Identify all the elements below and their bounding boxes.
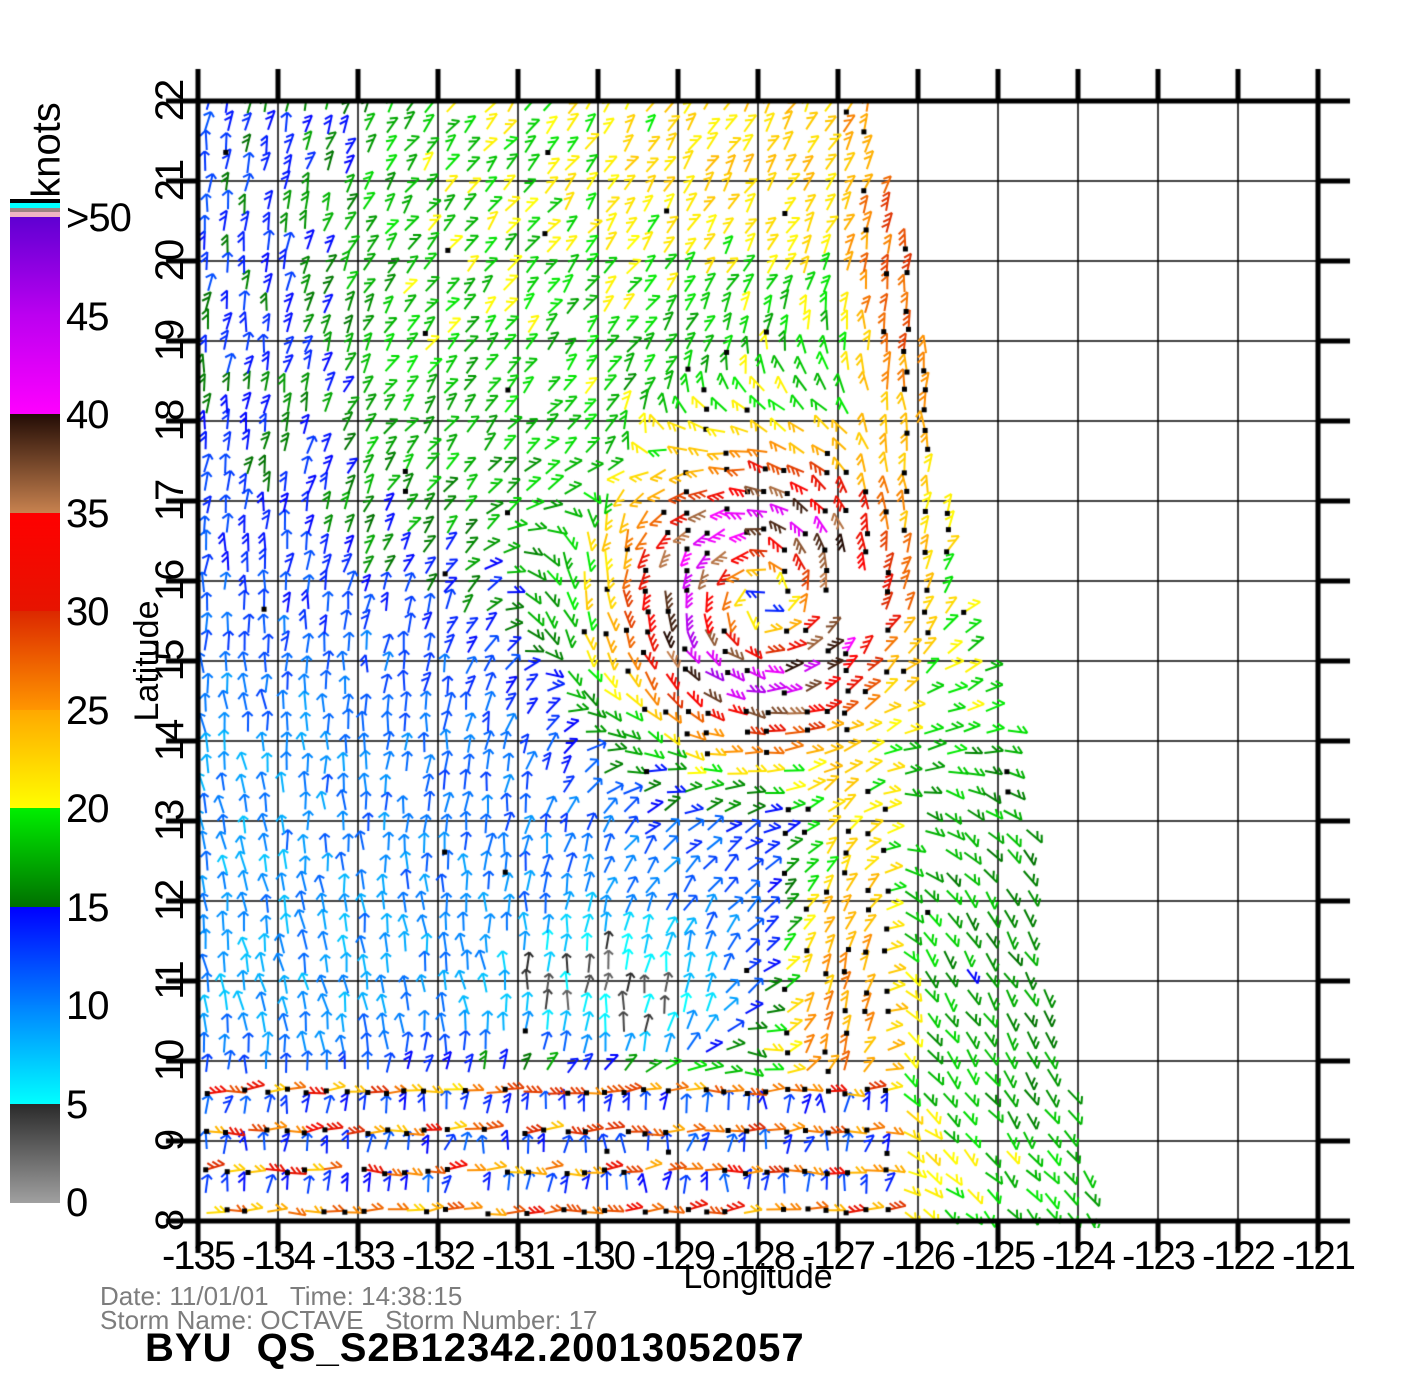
y-tick-label: 14 — [148, 720, 192, 762]
x-tick-label: -128 — [721, 1234, 796, 1278]
x-tick-label: -131 — [481, 1234, 556, 1278]
y-tick-label: 9 — [148, 1130, 192, 1152]
y-tick-label: 12 — [148, 880, 192, 922]
x-tick-label: -130 — [561, 1234, 636, 1278]
x-tick-label: -132 — [401, 1234, 476, 1278]
x-tick-label: -123 — [1121, 1234, 1196, 1278]
footer-date-line: Date: 11/01/01 Time: 14:38:15 — [100, 1281, 463, 1311]
x-tick-label: -129 — [641, 1234, 716, 1278]
y-tick-label: 10 — [148, 1040, 192, 1082]
y-tick-label: 17 — [148, 480, 192, 522]
figure-title: BYU QS_S2B12342.20013052057 — [145, 1326, 805, 1370]
x-axis-title: Longitude — [683, 1258, 833, 1296]
x-tick-label: -127 — [801, 1234, 876, 1278]
x-tick-label: -135 — [161, 1234, 236, 1278]
x-tick-label: -121 — [1281, 1234, 1356, 1278]
x-tick-label: -125 — [961, 1234, 1036, 1278]
y-tick-label: 11 — [148, 962, 192, 1000]
x-tick-label: -133 — [321, 1234, 396, 1278]
y-tick-label: 20 — [148, 240, 192, 282]
y-tick-label: 18 — [148, 400, 192, 442]
x-tick-label: -124 — [1041, 1234, 1116, 1278]
y-tick-label: 8 — [148, 1210, 192, 1232]
y-tick-label: 22 — [148, 80, 192, 122]
y-tick-label: 13 — [148, 800, 192, 842]
y-axis-title: Latitude — [128, 600, 166, 722]
y-tick-label: 21 — [148, 160, 192, 202]
x-tick-label: -122 — [1201, 1234, 1276, 1278]
x-tick-label: -126 — [881, 1234, 956, 1278]
x-tick-label: -134 — [241, 1234, 316, 1278]
y-tick-label: 19 — [148, 320, 192, 362]
footer-storm-line: Storm Name: OCTAVE Storm Number: 17 — [100, 1305, 598, 1335]
y-tick-label: 16 — [148, 560, 192, 602]
